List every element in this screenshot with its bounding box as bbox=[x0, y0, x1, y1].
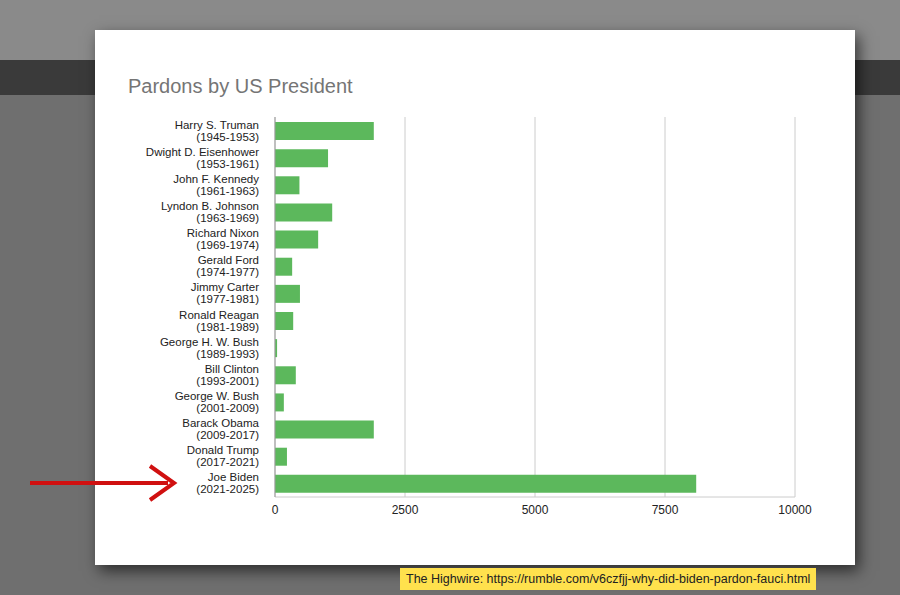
svg-text:Jimmy Carter(1977-1981): Jimmy Carter(1977-1981) bbox=[191, 281, 260, 305]
svg-text:George W. Bush(2001-2009): George W. Bush(2001-2009) bbox=[175, 390, 260, 414]
svg-text:5000: 5000 bbox=[522, 503, 549, 517]
svg-text:7500: 7500 bbox=[652, 503, 679, 517]
svg-text:10000: 10000 bbox=[778, 503, 812, 517]
svg-text:0: 0 bbox=[272, 503, 279, 517]
svg-text:Ronald Reagan(1981-1989): Ronald Reagan(1981-1989) bbox=[179, 309, 259, 333]
html-text:Pardons by US President: Pardons by US President bbox=[128, 75, 353, 97]
svg-text:2500: 2500 bbox=[392, 503, 419, 517]
svg-text:Dwight D. Eisenhower(1953-1961: Dwight D. Eisenhower(1953-1961) bbox=[146, 146, 259, 170]
svg-text:George H. W. Bush(1989-1993): George H. W. Bush(1989-1993) bbox=[160, 336, 259, 360]
svg-text:Bill Clinton(1993-2001): Bill Clinton(1993-2001) bbox=[196, 363, 259, 387]
svg-text:Donald Trump(2017-2021): Donald Trump(2017-2021) bbox=[187, 444, 259, 468]
svg-text:Barack Obama(2009-2017): Barack Obama(2009-2017) bbox=[182, 417, 259, 441]
html-text:The Highwire: https://rumble.c: The Highwire: https://rumble.com/v6czfjj… bbox=[406, 572, 811, 586]
svg-text:Lyndon B. Johnson(1963-1969): Lyndon B. Johnson(1963-1969) bbox=[161, 200, 259, 224]
svg-text:John F. Kennedy(1961-1963): John F. Kennedy(1961-1963) bbox=[173, 173, 259, 197]
svg-text:Joe Biden(2021-2025): Joe Biden(2021-2025) bbox=[196, 471, 259, 495]
svg-text:Richard Nixon(1969-1974): Richard Nixon(1969-1974) bbox=[187, 227, 259, 251]
svg-text:Harry S. Truman(1945-1953): Harry S. Truman(1945-1953) bbox=[175, 119, 260, 143]
svg-text:Gerald Ford(1974-1977): Gerald Ford(1974-1977) bbox=[196, 254, 259, 278]
